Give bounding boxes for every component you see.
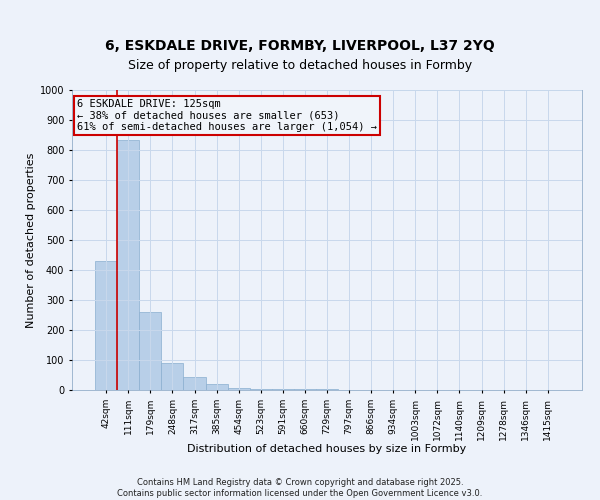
Bar xyxy=(206,384,227,390)
Bar xyxy=(117,140,139,390)
Bar xyxy=(95,261,117,390)
X-axis label: Distribution of detached houses by size in Formby: Distribution of detached houses by size … xyxy=(187,444,467,454)
Text: Size of property relative to detached houses in Formby: Size of property relative to detached ho… xyxy=(128,60,472,72)
Text: 6, ESKDALE DRIVE, FORMBY, LIVERPOOL, L37 2YQ: 6, ESKDALE DRIVE, FORMBY, LIVERPOOL, L37… xyxy=(105,38,495,52)
Bar xyxy=(250,389,272,390)
Text: 6 ESKDALE DRIVE: 125sqm
← 38% of detached houses are smaller (653)
61% of semi-d: 6 ESKDALE DRIVE: 125sqm ← 38% of detache… xyxy=(77,99,377,132)
Bar xyxy=(139,312,161,390)
Bar xyxy=(184,376,206,390)
Y-axis label: Number of detached properties: Number of detached properties xyxy=(26,152,35,328)
Bar xyxy=(272,389,294,390)
Bar xyxy=(161,363,184,390)
Text: Contains HM Land Registry data © Crown copyright and database right 2025.
Contai: Contains HM Land Registry data © Crown c… xyxy=(118,478,482,498)
Bar xyxy=(227,388,250,390)
